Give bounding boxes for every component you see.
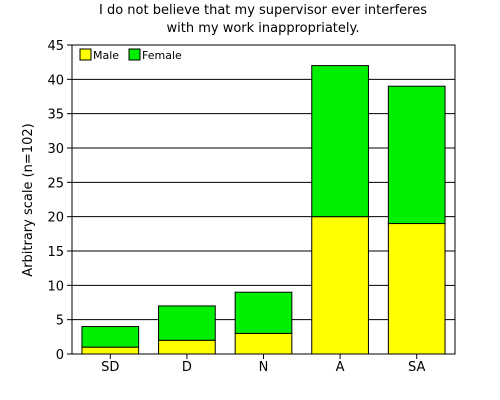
x-tick-label: SD — [101, 360, 119, 375]
y-axis-ticks: 0 5 10 15 20 25 30 35 40 45 — [47, 39, 72, 363]
y-tick-label: 20 — [47, 211, 64, 226]
bar-male-d — [158, 339, 216, 355]
bar-female-sa — [387, 85, 446, 225]
y-tick-label: 15 — [47, 245, 64, 260]
bar-female-sd — [81, 326, 140, 348]
bar-female-n — [234, 291, 293, 334]
y-tick-label: 0 — [56, 348, 64, 363]
x-tick-label: SA — [408, 360, 425, 375]
bar-male-n — [234, 332, 293, 355]
legend-swatch-male — [79, 48, 92, 61]
legend-label-male: Male — [93, 49, 119, 62]
bar-male-a — [311, 216, 369, 355]
y-tick-label: 10 — [47, 279, 64, 294]
bars — [81, 65, 446, 355]
bar-male-sd — [81, 346, 140, 355]
legend-label-female: Female — [142, 49, 182, 62]
y-tick-label: 5 — [56, 314, 64, 329]
legend: Male Female — [79, 48, 182, 62]
x-tick-label: A — [336, 360, 345, 375]
chart-title-line-1: I do not believe that my supervisor ever… — [99, 3, 427, 18]
x-tick-label: D — [182, 360, 192, 375]
y-tick-label: 45 — [47, 39, 64, 54]
x-axis-ticks: SD D N A SA — [101, 354, 425, 375]
grid-lines — [72, 78, 455, 321]
y-tick-label: 40 — [47, 73, 64, 88]
x-tick-label: N — [259, 360, 269, 375]
chart-title-line-2: with my work inappropriately. — [167, 21, 360, 36]
y-tick-label: 35 — [47, 108, 64, 123]
bar-female-d — [158, 305, 216, 341]
y-tick-label: 30 — [47, 142, 64, 157]
bar-female-a — [311, 65, 369, 218]
legend-swatch-female — [128, 48, 141, 61]
y-axis-label: Arbitrary scale (n=102) — [21, 123, 36, 276]
y-tick-label: 25 — [47, 176, 64, 191]
bar-male-sa — [387, 223, 446, 355]
